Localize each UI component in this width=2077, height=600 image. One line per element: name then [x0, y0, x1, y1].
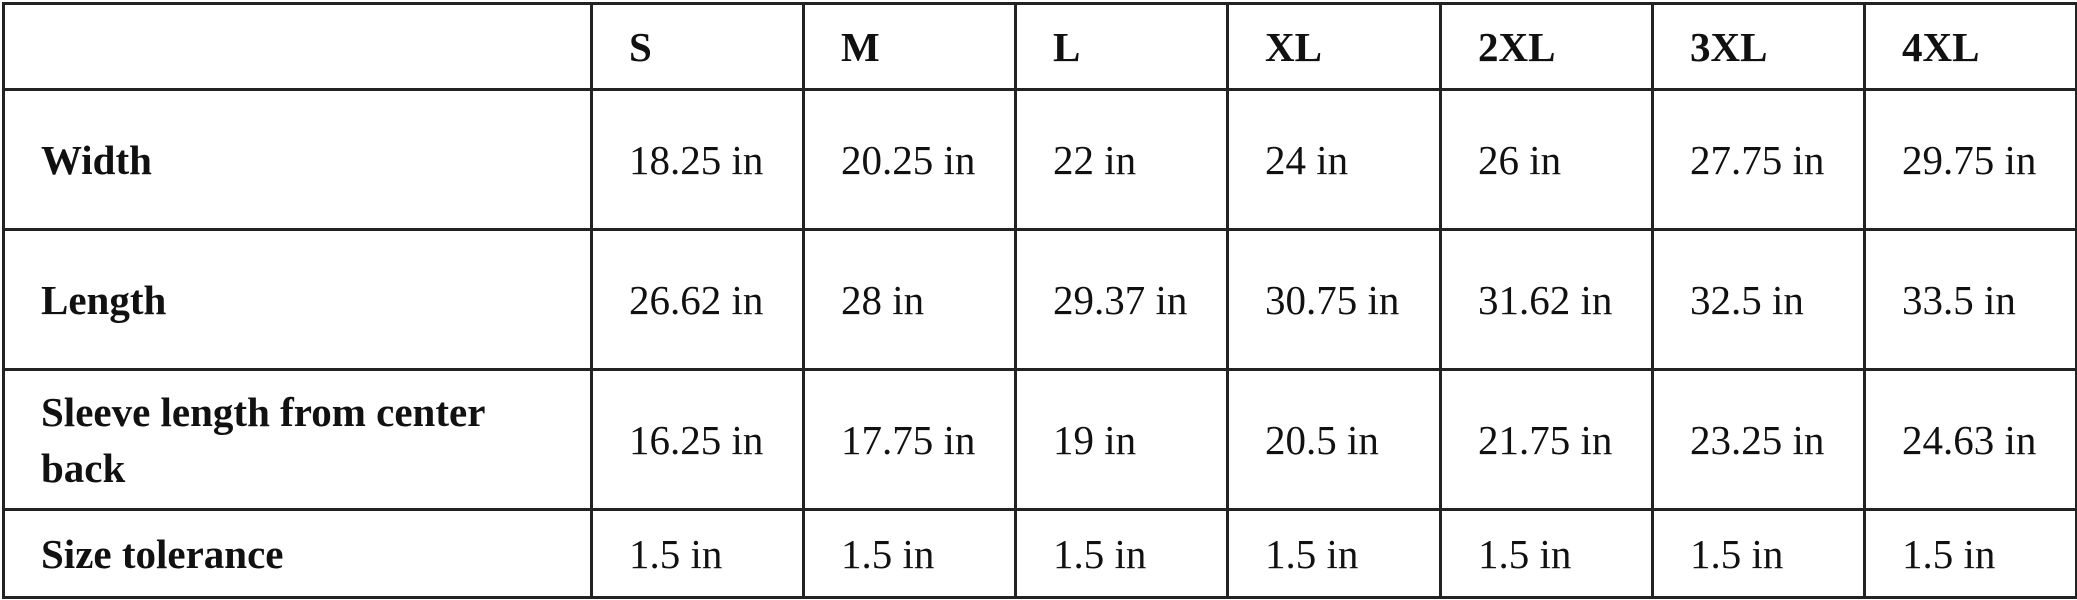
measurement-cell: 1.5 in	[802, 508, 1017, 599]
measurement-cell: 20.25 in	[802, 88, 1017, 231]
measurement-cell: 1.5 in	[1226, 508, 1442, 599]
row-label: Sleeve length from center back	[2, 368, 593, 511]
row-label: Width	[2, 88, 593, 231]
row-label: Size tolerance	[2, 508, 593, 599]
size-header-m: M	[802, 2, 1017, 91]
measurement-cell: 30.75 in	[1226, 228, 1442, 371]
size-header-3xl: 3XL	[1651, 2, 1866, 91]
size-header-s: S	[590, 2, 805, 91]
measurement-cell: 18.25 in	[590, 88, 805, 231]
measurement-cell: 23.25 in	[1651, 368, 1866, 511]
size-header-4xl: 4XL	[1863, 2, 2077, 91]
measurement-cell: 1.5 in	[590, 508, 805, 599]
measurement-cell: 19 in	[1014, 368, 1229, 511]
table-row: Length 26.62 in 28 in 29.37 in 30.75 in 31.62…	[2, 228, 2077, 371]
measurement-cell: 16.25 in	[590, 368, 805, 511]
size-header-2xl: 2XL	[1439, 2, 1654, 91]
measurement-cell: 27.75 in	[1651, 88, 1866, 231]
measurement-cell: 28 in	[802, 228, 1017, 371]
measurement-cell: 1.5 in	[1439, 508, 1654, 599]
measurement-cell: 31.62 in	[1439, 228, 1654, 371]
size-header-xl: XL	[1226, 2, 1442, 91]
measurement-cell: 26 in	[1439, 88, 1654, 231]
corner-cell	[2, 2, 593, 91]
measurement-cell: 33.5 in	[1863, 228, 2077, 371]
table-row: Size tolerance 1.5 in 1.5 in 1.5 in 1.5 in 1.…	[2, 508, 2077, 599]
measurement-cell: 26.62 in	[590, 228, 805, 371]
measurement-cell: 1.5 in	[1863, 508, 2077, 599]
measurement-cell: 20.5 in	[1226, 368, 1442, 511]
measurement-cell: 1.5 in	[1014, 508, 1229, 599]
table-row: Sleeve length from center back 16.25 in 17…	[2, 368, 2077, 511]
measurement-cell: 22 in	[1014, 88, 1229, 231]
measurement-cell: 1.5 in	[1651, 508, 1866, 599]
measurement-cell: 24.63 in	[1863, 368, 2077, 511]
size-header-l: L	[1014, 2, 1229, 91]
measurement-cell: 21.75 in	[1439, 368, 1654, 511]
row-label: Length	[2, 228, 593, 371]
table-row: Width 18.25 in 20.25 in 22 in 24 in 26 in 27.7…	[2, 88, 2077, 231]
measurement-cell: 24 in	[1226, 88, 1442, 231]
measurement-cell: 29.75 in	[1863, 88, 2077, 231]
measurement-cell: 32.5 in	[1651, 228, 1866, 371]
measurement-cell: 29.37 in	[1014, 228, 1229, 371]
header-row: S M L XL 2XL 3XL 4XL	[2, 2, 2077, 91]
measurement-cell: 17.75 in	[802, 368, 1017, 511]
